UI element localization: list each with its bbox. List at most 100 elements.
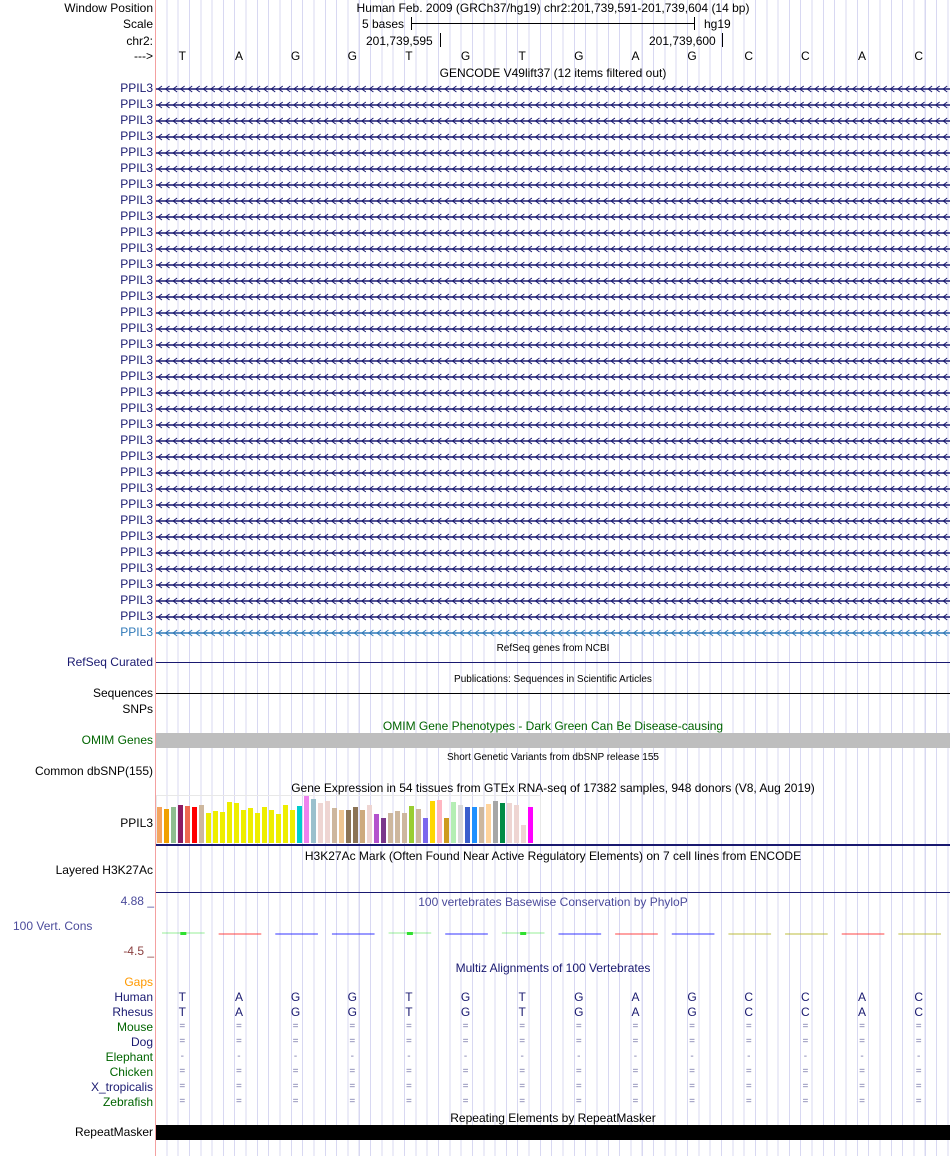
- gtex-tissue-bar[interactable]: [199, 805, 204, 843]
- gencode-transcript[interactable]: [156, 596, 950, 606]
- species-label[interactable]: Elephant: [105, 1050, 153, 1064]
- gencode-transcript[interactable]: [156, 612, 950, 622]
- gtex-tissue-bar[interactable]: [283, 805, 288, 843]
- gencode-gene-label[interactable]: PPIL3: [120, 417, 153, 431]
- gtex-tissue-bar[interactable]: [465, 807, 470, 843]
- gtex-tissue-bar[interactable]: [290, 810, 295, 843]
- phylop-track-label[interactable]: 100 Vert. Cons: [13, 919, 93, 933]
- gtex-track-label[interactable]: PPIL3: [120, 816, 153, 830]
- gencode-gene-label[interactable]: PPIL3: [120, 241, 153, 255]
- gencode-gene-label[interactable]: PPIL3: [120, 161, 153, 175]
- gtex-tissue-bar[interactable]: [227, 802, 232, 843]
- gencode-gene-label[interactable]: PPIL3: [120, 209, 153, 223]
- omim-track-label[interactable]: OMIM Genes: [81, 733, 153, 747]
- gtex-tissue-bar[interactable]: [325, 801, 330, 843]
- gtex-tissue-bar[interactable]: [500, 803, 505, 843]
- gencode-gene-label[interactable]: PPIL3: [120, 401, 153, 415]
- gtex-tissue-bar[interactable]: [423, 818, 428, 843]
- gencode-transcript[interactable]: [156, 500, 950, 510]
- gtex-tissue-bar[interactable]: [493, 801, 498, 843]
- gencode-gene-label[interactable]: PPIL3: [120, 385, 153, 399]
- gencode-gene-label[interactable]: PPIL3: [120, 433, 153, 447]
- gtex-tissue-bar[interactable]: [346, 810, 351, 843]
- gencode-gene-label[interactable]: PPIL3: [120, 465, 153, 479]
- gencode-transcript[interactable]: [156, 340, 950, 350]
- gtex-tissue-bar[interactable]: [353, 807, 358, 843]
- gtex-tissue-bar[interactable]: [458, 805, 463, 843]
- gencode-transcript[interactable]: [156, 516, 950, 526]
- gencode-transcript[interactable]: [156, 84, 950, 94]
- gtex-tissue-bar[interactable]: [388, 813, 393, 843]
- gencode-gene-label[interactable]: PPIL3: [120, 97, 153, 111]
- h3k27ac-track-label[interactable]: Layered H3K27Ac: [55, 863, 153, 877]
- snps-track-label[interactable]: SNPs: [122, 702, 153, 716]
- gencode-gene-label[interactable]: PPIL3: [120, 609, 153, 623]
- gencode-gene-label[interactable]: PPIL3: [120, 145, 153, 159]
- gencode-transcript[interactable]: [156, 548, 950, 558]
- gtex-tissue-bar[interactable]: [241, 810, 246, 843]
- repeatmasker-track-label[interactable]: RepeatMasker: [74, 1125, 153, 1139]
- gtex-tissue-bar[interactable]: [472, 807, 477, 843]
- publications-line[interactable]: [156, 693, 950, 694]
- gtex-tissue-bar[interactable]: [521, 825, 526, 843]
- gtex-tissue-bar[interactable]: [360, 810, 365, 843]
- gtex-tissue-bar[interactable]: [234, 803, 239, 843]
- gencode-transcript[interactable]: [156, 292, 950, 302]
- gencode-gene-label[interactable]: PPIL3: [120, 497, 153, 511]
- species-label[interactable]: Human: [114, 990, 153, 1004]
- gencode-gene-label[interactable]: PPIL3: [120, 225, 153, 239]
- species-label[interactable]: X_tropicalis: [90, 1080, 153, 1094]
- omim-gene-bar[interactable]: [156, 733, 950, 748]
- species-label[interactable]: Mouse: [116, 1020, 153, 1034]
- gtex-tissue-bar[interactable]: [171, 807, 176, 843]
- gencode-transcript[interactable]: [156, 196, 950, 206]
- gtex-tissue-bar[interactable]: [297, 806, 302, 843]
- gtex-tissue-bar[interactable]: [514, 805, 519, 843]
- gtex-tissue-bar[interactable]: [416, 809, 421, 843]
- gencode-transcript[interactable]: [156, 212, 950, 222]
- gencode-transcript[interactable]: [156, 580, 950, 590]
- gtex-tissue-bar[interactable]: [192, 807, 197, 843]
- gencode-transcript[interactable]: [156, 228, 950, 238]
- gtex-tissue-bar[interactable]: [311, 799, 316, 843]
- gencode-transcript[interactable]: [156, 452, 950, 462]
- gencode-gene-label[interactable]: PPIL3: [120, 561, 153, 575]
- gtex-tissue-bar[interactable]: [269, 810, 274, 843]
- gencode-transcript[interactable]: [156, 148, 950, 158]
- gtex-tissue-bar[interactable]: [339, 810, 344, 843]
- refseq-track-label[interactable]: RefSeq Curated: [66, 655, 153, 669]
- gtex-tissue-bar[interactable]: [528, 807, 533, 843]
- gencode-transcript[interactable]: [156, 484, 950, 494]
- gencode-gene-label[interactable]: PPIL3: [120, 289, 153, 303]
- gtex-tissue-bar[interactable]: [486, 804, 491, 843]
- gtex-tissue-bar[interactable]: [451, 802, 456, 843]
- gencode-gene-label[interactable]: PPIL3: [120, 321, 153, 335]
- repeatmasker-bar[interactable]: [156, 1125, 950, 1140]
- gencode-transcript[interactable]: [156, 404, 950, 414]
- gtex-tissue-bar[interactable]: [255, 813, 260, 843]
- gencode-gene-label[interactable]: PPIL3: [120, 625, 153, 639]
- gtex-tissue-bar[interactable]: [178, 805, 183, 843]
- gencode-gene-label[interactable]: PPIL3: [120, 529, 153, 543]
- gencode-transcript[interactable]: [156, 100, 950, 110]
- species-label[interactable]: Chicken: [109, 1065, 153, 1079]
- gencode-gene-label[interactable]: PPIL3: [120, 257, 153, 271]
- gencode-gene-label[interactable]: PPIL3: [120, 353, 153, 367]
- gtex-tissue-bar[interactable]: [276, 814, 281, 843]
- refseq-gene-line[interactable]: [156, 662, 950, 663]
- gencode-gene-label[interactable]: PPIL3: [120, 593, 153, 607]
- gtex-tissue-bar[interactable]: [262, 807, 267, 843]
- gtex-tissue-bar[interactable]: [220, 812, 225, 843]
- gencode-transcript[interactable]: [156, 356, 950, 366]
- gtex-tissue-bar[interactable]: [185, 806, 190, 843]
- gtex-tissue-bar[interactable]: [381, 818, 386, 843]
- gencode-gene-label[interactable]: PPIL3: [120, 545, 153, 559]
- gtex-tissue-bar[interactable]: [164, 809, 169, 843]
- gencode-gene-label[interactable]: PPIL3: [120, 369, 153, 383]
- gtex-tissue-bar[interactable]: [248, 808, 253, 843]
- dbsnp-track-label[interactable]: Common dbSNP(155): [34, 764, 153, 778]
- gtex-tissue-bar[interactable]: [213, 811, 218, 843]
- gencode-gene-label[interactable]: PPIL3: [120, 513, 153, 527]
- gencode-transcript[interactable]: [156, 420, 950, 430]
- species-label[interactable]: Dog: [130, 1035, 153, 1049]
